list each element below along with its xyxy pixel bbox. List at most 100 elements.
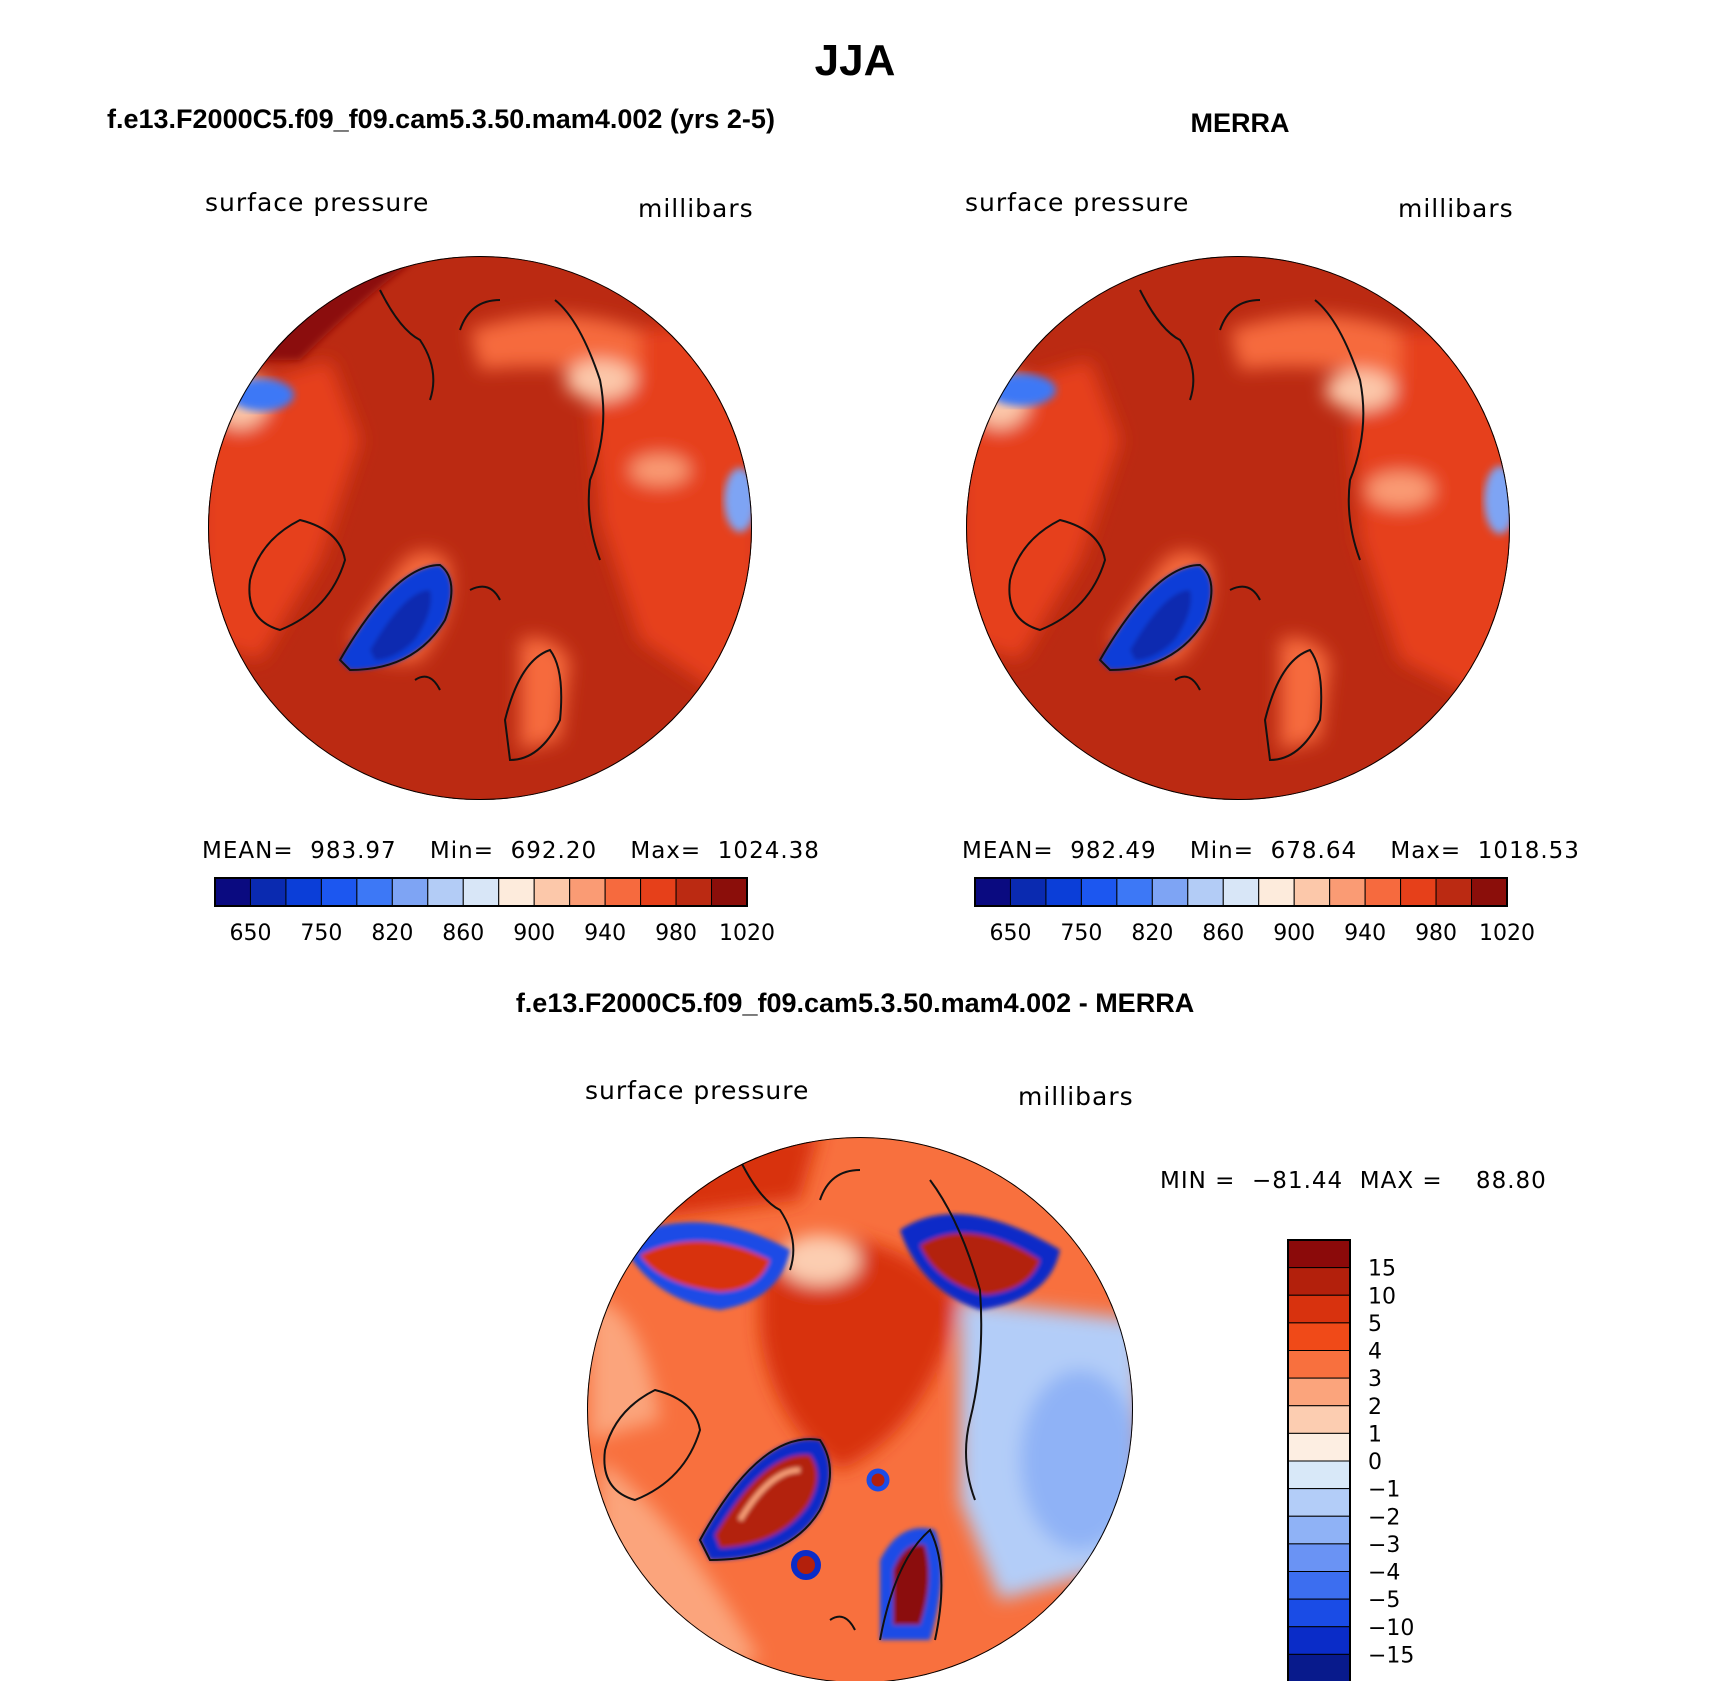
- model-coastlines: [248, 289, 605, 762]
- figure-title: JJA: [814, 36, 896, 85]
- diff-colorbar-tick-label: 10: [1368, 1284, 1396, 1309]
- model-colorbar-tick-label: 980: [655, 921, 697, 946]
- model-colorbar-tick-label: 900: [513, 921, 555, 946]
- merra-stats: MEAN= 982.49 Min= 678.64 Max= 1018.53: [962, 838, 1580, 864]
- merra-colorbar-swatch: [1329, 877, 1366, 907]
- merra-siberia-high: [1366, 472, 1434, 508]
- diff-colorbar-tick-label: −3: [1368, 1533, 1400, 1558]
- diff-colorbar-tick-label: −15: [1368, 1643, 1414, 1668]
- merra-tibet-high: [1325, 370, 1395, 410]
- merra-colorbar-swatch: [1080, 877, 1118, 907]
- merra-colorbar-tick-label: 820: [1131, 921, 1173, 946]
- model-colorbar-swatch: [249, 877, 287, 907]
- diff-colorbar-swatch: [1287, 1598, 1351, 1628]
- merra-na-field: [966, 360, 1120, 660]
- merra-colorbar-tick-label: 900: [1273, 921, 1315, 946]
- model-colorbar-swatch: [533, 877, 571, 907]
- model-colorbar-swatch: [427, 877, 464, 907]
- model-na-field: [208, 360, 360, 660]
- merra-colorbar-swatch: [1293, 877, 1331, 907]
- merra-colorbar-swatch: [1222, 877, 1260, 907]
- diff-iceland-dipole: [791, 1550, 821, 1580]
- model-colorbar-swatch: [391, 877, 429, 907]
- diff-colorbar-swatch: [1287, 1322, 1351, 1351]
- diff-east-neg: [1020, 1370, 1133, 1550]
- diff-colorbar-swatch: [1287, 1488, 1351, 1517]
- diff-colorbar-tick-label: 4: [1368, 1340, 1382, 1365]
- diff-panel-title: f.e13.F2000C5.f09_f09.cam5.3.50.mam4.002…: [515, 988, 1195, 1018]
- model-colorbar-swatch: [285, 877, 322, 907]
- merra-colorbar-swatch: [1400, 877, 1437, 907]
- diff-colorbar-tick-label: 5: [1368, 1312, 1382, 1337]
- merra-colorbar-swatch: [1471, 877, 1508, 907]
- merra-colorbar-tick-label: 940: [1344, 921, 1386, 946]
- merra-colorbar-swatch: [1187, 877, 1224, 907]
- model-colorbar-swatch: [640, 877, 677, 907]
- model-colorbar-tick-label: 650: [229, 921, 271, 946]
- diff-colorbar-tick-label: 3: [1368, 1367, 1382, 1392]
- diff-colorbar-swatch: [1287, 1515, 1351, 1545]
- diff-canada-noise: [620, 1214, 1060, 1310]
- model-colorbar-tick-label: 860: [442, 921, 484, 946]
- merra-himalaya-low: [1484, 466, 1510, 534]
- diff-colorbar-swatch: [1287, 1239, 1351, 1269]
- merra-colorbar-tick-label: 750: [1060, 921, 1102, 946]
- model-colorbar-swatch: [498, 877, 535, 907]
- model-map: [208, 256, 752, 800]
- diff-colorbar-swatch: [1287, 1405, 1351, 1434]
- diff-scandinavia: [880, 1528, 942, 1640]
- diff-colorbar-tick-label: −1: [1368, 1478, 1400, 1503]
- diff-arctic-light: [780, 1235, 860, 1285]
- diff-colorbar-tick-label: 15: [1368, 1257, 1396, 1282]
- merra-colorbar-swatch: [1258, 877, 1295, 907]
- model-units-label: millibars: [638, 194, 754, 223]
- merra-colorbar-tick-label: 650: [989, 921, 1031, 946]
- merra-colorbar-swatch: [1435, 877, 1473, 907]
- diff-colorbar-swatch: [1287, 1653, 1351, 1681]
- merra-eurasia-field: [1350, 330, 1510, 720]
- diff-colorbar-swatch: [1287, 1377, 1351, 1407]
- merra-colorbar-swatch: [974, 877, 1011, 907]
- diff-variable-label: surface pressure: [585, 1076, 810, 1105]
- diff-arctic-field: [760, 1237, 960, 1470]
- model-colorbar-tick-label: 820: [371, 921, 413, 946]
- model-variable-label: surface pressure: [205, 188, 430, 217]
- merra-coastlines: [1008, 289, 1365, 762]
- diff-colorbar-tick-label: 2: [1368, 1395, 1382, 1420]
- merra-greenland: [1100, 565, 1212, 670]
- merra-panel-title: MERRA: [1190, 108, 1290, 138]
- model-colorbar-swatch: [569, 877, 606, 907]
- model-colorbar-tick-label: 750: [300, 921, 342, 946]
- diff-units-label: millibars: [1018, 1082, 1134, 1111]
- merra-colorbar: 650 750 820 860 900 940 980 1020: [974, 877, 1535, 946]
- merra-colorbar-swatch: [1151, 877, 1189, 907]
- model-colorbar-swatch: [356, 877, 393, 907]
- model-siberia-high: [630, 455, 690, 485]
- diff-colorbar-tick-label: −2: [1368, 1505, 1400, 1530]
- diff-colorbar-tick-label: −4: [1368, 1561, 1400, 1586]
- diff-colorbar-swatch: [1287, 1294, 1351, 1324]
- diff-colorbar-tick-label: 1: [1368, 1422, 1382, 1447]
- diff-greenland: [700, 1439, 830, 1560]
- diff-colorbar-tick-label: −10: [1368, 1616, 1414, 1641]
- diff-coastlines: [603, 1159, 983, 1641]
- merra-hilat-field: [1230, 315, 1400, 380]
- model-alaska-low: [230, 379, 294, 411]
- merra-colorbar-tick-label: 860: [1202, 921, 1244, 946]
- model-eurasia-field: [590, 320, 752, 720]
- merra-units-label: millibars: [1398, 194, 1514, 223]
- model-stats: MEAN= 983.97 Min= 692.20 Max= 1024.38: [202, 838, 820, 864]
- merra-colorbar-tick-label: 1020: [1479, 921, 1535, 946]
- model-colorbar-swatch: [462, 877, 500, 907]
- model-colorbar-swatch: [214, 877, 251, 907]
- diff-colorbar-swatch: [1287, 1350, 1351, 1379]
- model-colorbar: 650 750 820 860 900 940 980 1020: [214, 877, 775, 946]
- diff-map: [587, 1137, 1133, 1681]
- model-colorbar-swatch: [604, 877, 642, 907]
- diff-colorbar-swatch: [1287, 1460, 1351, 1490]
- merra-variable-label: surface pressure: [965, 188, 1190, 217]
- diff-pacific-field: [590, 1300, 660, 1440]
- diff-stats: MIN = −81.44 MAX = 88.80: [1160, 1168, 1547, 1194]
